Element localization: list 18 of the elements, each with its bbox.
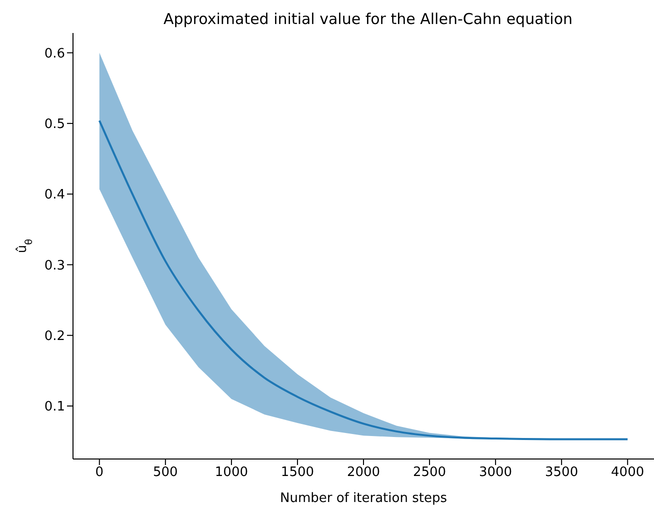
y-tick-label: 0.3 xyxy=(44,258,65,274)
x-tick-label: 2000 xyxy=(346,465,380,480)
x-tick-label: 3000 xyxy=(479,465,512,480)
x-axis-title: Number of iteration steps xyxy=(280,491,448,506)
x-tick-label: 2500 xyxy=(412,465,446,480)
y-tick-label: 0.5 xyxy=(44,117,65,132)
x-tick-label: 3500 xyxy=(545,465,578,480)
x-tick-label: 4000 xyxy=(611,465,644,480)
x-tick-label: 0 xyxy=(95,465,104,480)
y-tick-label: 0.1 xyxy=(44,400,65,415)
y-tick-label: 0.2 xyxy=(44,328,65,344)
y-tick-label: 0.6 xyxy=(44,46,65,62)
y-tick-label: 0.4 xyxy=(44,188,65,203)
x-tick-label: 1000 xyxy=(214,465,248,480)
x-tick-label: 1500 xyxy=(280,465,314,480)
x-tick-label: 500 xyxy=(153,465,178,480)
chart-title: Approximated initial value for the Allen-Cahn equation xyxy=(162,10,574,28)
line-series xyxy=(98,120,629,440)
